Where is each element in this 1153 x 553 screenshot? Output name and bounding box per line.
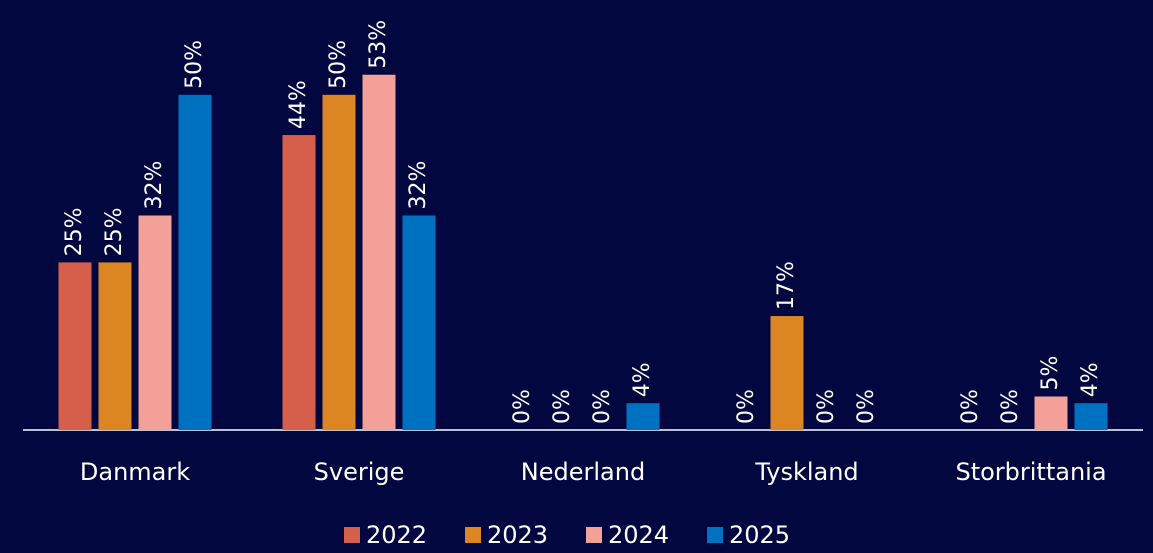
bar (362, 74, 396, 430)
data-label: 25% (62, 208, 87, 257)
data-label: 4% (630, 362, 655, 397)
bar (1034, 396, 1068, 430)
data-label: 17% (774, 261, 799, 310)
data-label: 0% (510, 389, 535, 424)
data-label: 44% (286, 80, 311, 129)
x-tick-label: Storbrittania (955, 458, 1106, 486)
data-label: 32% (406, 161, 431, 210)
legend-swatch (465, 527, 481, 543)
legend-label: 2023 (487, 521, 548, 549)
legend-label: 2025 (729, 521, 790, 549)
data-label: 0% (550, 389, 575, 424)
bar (770, 316, 804, 430)
data-label: 25% (102, 208, 127, 257)
bar (322, 94, 356, 430)
legend-label: 2022 (366, 521, 427, 549)
data-label: 32% (142, 161, 167, 210)
data-label: 4% (1078, 362, 1103, 397)
x-tick-label: Nederland (521, 458, 645, 486)
bar (178, 94, 212, 430)
data-label: 0% (814, 389, 839, 424)
data-label: 0% (998, 389, 1023, 424)
data-label: 53% (366, 20, 391, 69)
bar (138, 215, 172, 430)
data-label: 0% (734, 389, 759, 424)
bar (1074, 403, 1108, 430)
legend-swatch (586, 527, 602, 543)
legend-swatch (707, 527, 723, 543)
bar (402, 215, 436, 430)
data-label: 50% (326, 40, 351, 89)
legend-swatch (344, 527, 360, 543)
bar (98, 262, 132, 430)
x-tick-label: Danmark (80, 458, 190, 486)
x-tick-label: Sverige (314, 458, 405, 486)
bar (626, 403, 660, 430)
data-label: 0% (958, 389, 983, 424)
bar (282, 135, 316, 430)
data-label: 0% (854, 389, 879, 424)
x-tick-label: Tyskland (754, 458, 858, 486)
legend-label: 2024 (608, 521, 669, 549)
data-label: 0% (590, 389, 615, 424)
data-label: 50% (182, 40, 207, 89)
bar (58, 262, 92, 430)
data-label: 5% (1038, 356, 1063, 391)
